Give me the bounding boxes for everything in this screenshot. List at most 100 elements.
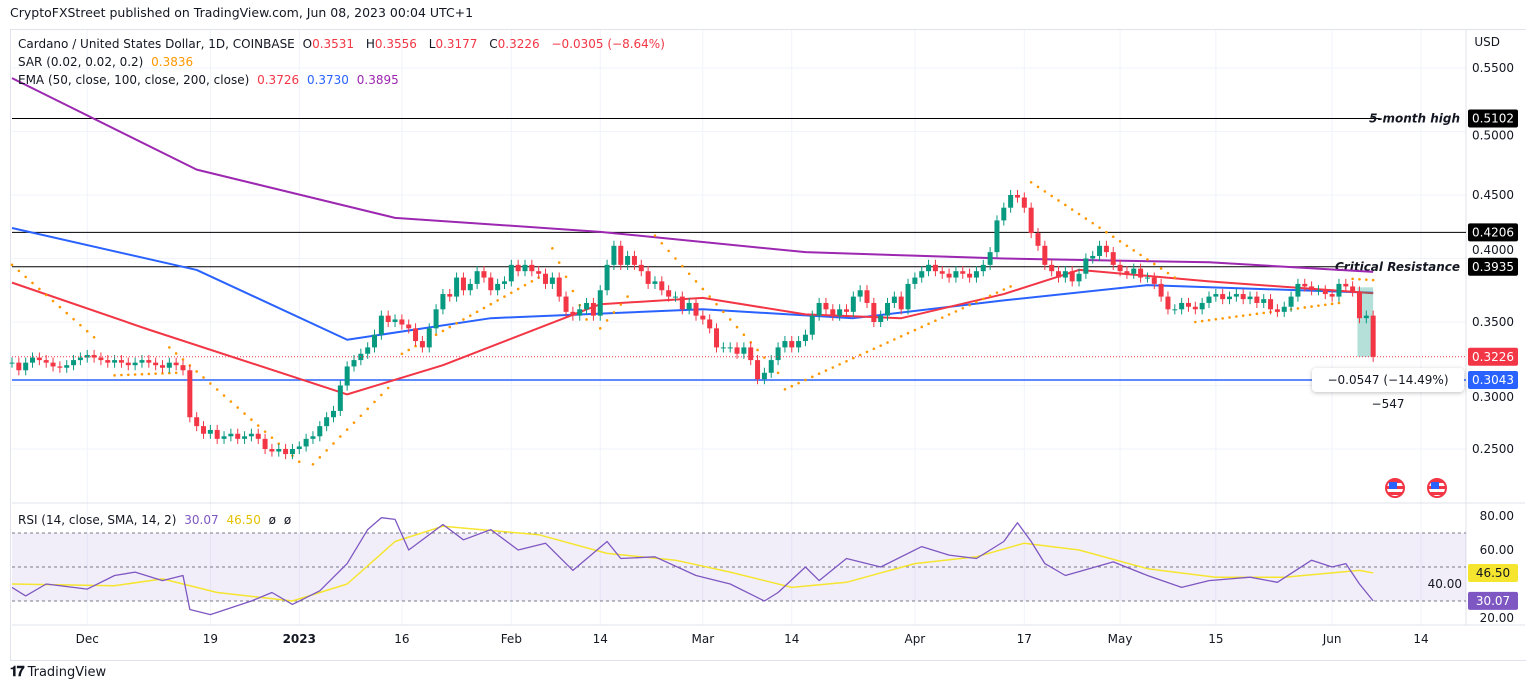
candle (905, 283, 911, 310)
candle (1220, 294, 1226, 300)
candle (707, 319, 713, 329)
sar-dot (934, 319, 937, 323)
candle (536, 271, 542, 274)
sar-dot (612, 311, 616, 314)
candle (871, 302, 877, 322)
sar-dot (783, 388, 787, 391)
candle (1302, 283, 1308, 287)
candle (303, 438, 309, 447)
candle (761, 372, 767, 380)
footer-brand: TradingView (27, 664, 107, 680)
candle (960, 271, 966, 274)
candle (440, 294, 446, 310)
candle (1069, 271, 1075, 282)
sar-dot (708, 295, 711, 298)
sar-dot (1029, 181, 1033, 184)
candle (912, 277, 918, 284)
candle (693, 302, 699, 316)
candle (727, 347, 733, 349)
candle (84, 355, 90, 358)
time-tick-label: 16 (394, 632, 409, 646)
price-tick-label: 0.4500 (1472, 188, 1514, 202)
candle (1028, 207, 1034, 234)
candle (495, 283, 501, 291)
sar-dot (503, 295, 506, 298)
sar-dot (38, 287, 41, 291)
candle (631, 255, 637, 265)
candle (460, 277, 466, 291)
sar-dot (947, 313, 951, 316)
candle (201, 426, 207, 434)
sar-dot (742, 333, 746, 337)
sar-dot (229, 400, 233, 403)
candle (57, 366, 63, 368)
rsi-legend[interactable]: RSI (14, close, SMA, 14, 2) 30.07 46.50 … (18, 513, 295, 527)
candle (1199, 302, 1205, 310)
candle (857, 290, 863, 297)
time-tick-label: Dec (76, 632, 99, 646)
candle (638, 264, 644, 272)
candle (228, 433, 234, 437)
candle (570, 311, 576, 316)
symbol-legend: Cardano / United States Dollar, 1D, COIN… (18, 37, 669, 51)
candle (50, 362, 56, 367)
candle (146, 360, 152, 363)
sar-dot (174, 352, 178, 355)
candle (823, 302, 829, 310)
currency-label: USD (1474, 35, 1500, 49)
candle (604, 264, 610, 291)
candle (235, 433, 241, 439)
candle (118, 360, 124, 363)
sar-dot (735, 325, 739, 329)
sar-dot (660, 241, 664, 245)
sar-legend[interactable]: SAR (0.02, 0.02, 0.2) 0.3836 (18, 55, 197, 69)
candle (1131, 268, 1137, 274)
sar-dot (975, 300, 978, 304)
candle (454, 277, 460, 297)
sar-dot (318, 456, 322, 459)
candle (1370, 315, 1376, 357)
candle (447, 294, 453, 297)
candle (501, 281, 507, 284)
price-tick-label: 0.4000 (1472, 243, 1514, 257)
candle (1049, 264, 1055, 272)
us-flag-event-icon[interactable] (1427, 478, 1447, 498)
candle (775, 347, 781, 361)
candle (337, 385, 343, 411)
candle (1213, 294, 1219, 297)
candle (666, 290, 672, 297)
sar-dot (407, 348, 411, 352)
change-value: −0.0305 (−8.64%) (551, 37, 665, 51)
ema50-line (11, 268, 1374, 396)
sar-dot (968, 303, 971, 307)
candle (864, 290, 870, 303)
candle (1103, 245, 1109, 253)
sar-dot (831, 366, 835, 369)
sar-dot (496, 299, 499, 302)
rsi-label: RSI (14, close, SMA, 14, 2) (18, 513, 177, 527)
rsi-value: 30.07 (184, 513, 219, 527)
rsi-tick-label: 60.00 (1480, 543, 1514, 557)
candle (809, 315, 815, 335)
tradingview-footer[interactable]: 𝟏𝟕 TradingView (10, 664, 106, 680)
sar-dot (722, 310, 725, 314)
candle (1247, 296, 1253, 300)
sar-dot (441, 329, 445, 333)
sar-dot (1091, 221, 1095, 225)
ema-legend[interactable]: EMA (50, close, 100, close, 200, close) … (18, 73, 403, 87)
candle (125, 362, 131, 366)
sar-dot (687, 272, 691, 276)
candle (816, 302, 822, 316)
sar-dot (1043, 190, 1047, 193)
sar-dot (981, 297, 985, 301)
sar-dot (653, 234, 657, 237)
sar-dot (1125, 244, 1129, 248)
level-price-tag: 0.5102 (1472, 112, 1514, 126)
sar-dot (373, 400, 376, 404)
sar-dot (1323, 303, 1327, 307)
sar-dot (510, 291, 513, 295)
sar-dot (277, 442, 281, 445)
us-flag-event-icon[interactable] (1385, 478, 1405, 498)
candle (1158, 283, 1164, 297)
